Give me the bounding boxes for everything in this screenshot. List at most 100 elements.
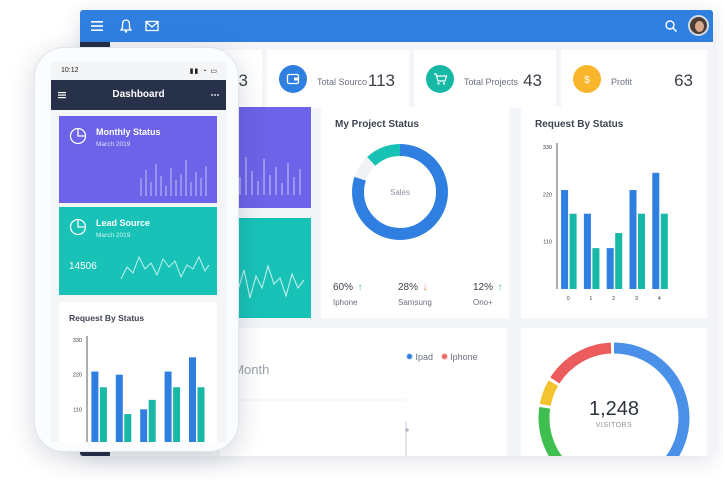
status-pct: 60% — [333, 282, 354, 293]
donut-slice — [538, 342, 690, 456]
phone-time: 10:12 — [61, 67, 79, 74]
status-name: Samsung — [398, 298, 432, 307]
stat-value: 63 — [674, 71, 693, 90]
legend-label: Iphone — [450, 352, 478, 362]
request-bar-chart: 110 220 330 0 1 2 3 4 — [543, 143, 668, 302]
menu-icon[interactable] — [89, 18, 105, 34]
card-title: Request By Status — [69, 313, 145, 323]
donut-slice — [538, 342, 690, 456]
bar — [606, 248, 614, 289]
x-tick-label: 0 — [567, 296, 570, 302]
signal-wifi-battery-icon: ▮▮ ◔ ▭ — [189, 68, 218, 75]
legend-dot-ipad — [406, 353, 413, 360]
dollar-icon: $ — [573, 65, 601, 93]
svg-text:$: $ — [584, 75, 590, 86]
project-donut — [352, 144, 449, 241]
menu-icon[interactable] — [57, 90, 67, 100]
y-tick-label: 110 — [73, 407, 82, 413]
lead-spark — [225, 262, 305, 299]
stat-value: 43 — [523, 71, 542, 90]
donut-slice — [538, 342, 690, 456]
status-name: Ono+ — [473, 298, 493, 307]
visitors-value: 1,248 — [588, 398, 640, 420]
phone-bar-chart: 110 220 330 — [73, 336, 205, 442]
search-icon[interactable] — [663, 18, 679, 34]
legend-dot-iphone — [440, 353, 448, 360]
bar — [188, 357, 196, 442]
bar — [115, 374, 123, 442]
bar — [164, 371, 172, 442]
monthly-spark — [140, 160, 207, 196]
mail-icon[interactable] — [144, 18, 160, 34]
visitors-donut — [538, 342, 690, 456]
bar — [652, 172, 660, 289]
y-tick-label: 110 — [543, 240, 552, 246]
arrow-up-icon: ↑ — [357, 282, 363, 293]
bar — [124, 414, 132, 442]
card-title: Monthly Status — [96, 127, 161, 137]
phone-title: Dashboard — [112, 89, 165, 100]
x-tick-label: 2 — [612, 296, 615, 302]
stat-label: Profit — [611, 77, 633, 87]
lead-spark — [120, 255, 210, 280]
phone-header: Dashboard — [51, 80, 226, 110]
month-chart-card: t Month Ipad Iphone — [220, 328, 507, 456]
bar — [91, 371, 99, 442]
avatar-face — [695, 21, 704, 32]
stat-card-profit: $ Profit 63 — [561, 50, 707, 108]
visitors-card: 1,248 VISITORS — [521, 328, 707, 456]
card-subtitle: March 2019 — [96, 141, 131, 148]
card-title: My Project Status — [335, 119, 419, 130]
stat-label: Total Sourco — [317, 77, 368, 87]
status-item: 28% ↓ Samsung — [398, 277, 432, 307]
donut-center-label: Sales — [389, 188, 410, 197]
bell-icon[interactable] — [118, 18, 134, 34]
bar — [148, 399, 156, 442]
status-item: 12% ↑ Ono+ — [473, 277, 502, 307]
stat-card-projects: Total Projects 43 — [414, 50, 556, 108]
stat-label: Total Projects — [464, 77, 519, 87]
arrow-down-icon: ↓ — [422, 282, 428, 293]
project-status-card: My Project Status Sales 60% ↑ Iphone 28%… — [321, 107, 509, 318]
pie-chart-icon — [69, 127, 87, 145]
phone-request-card: Request By Status 110 220 330 — [59, 302, 217, 442]
request-status-card: Request By Status 110 220 330 0 1 2 3 4 — [521, 107, 707, 318]
avatar[interactable] — [688, 15, 709, 36]
bar — [140, 409, 148, 442]
phone-screen: 10:12 ▮▮ ◔ ▭ Dashboard Monthly Status Ma… — [51, 62, 226, 442]
x-tick-label: 4 — [658, 296, 661, 302]
month-line — [224, 399, 409, 456]
donut-slice — [538, 342, 690, 456]
x-tick-label: 3 — [635, 296, 638, 302]
card-title: Lead Source — [96, 218, 151, 228]
visitors-label: VISITORS — [595, 422, 633, 429]
arrow-up-icon: ↑ — [497, 282, 503, 293]
legend-label: Ipad — [415, 352, 434, 362]
pie-chart-icon — [69, 218, 87, 236]
bar — [629, 190, 637, 289]
phone-mockup: 10:12 ▮▮ ◔ ▭ Dashboard Monthly Status Ma… — [34, 47, 239, 452]
y-tick-label: 330 — [543, 145, 552, 151]
x-tick-label: 1 — [589, 296, 592, 302]
wallet-icon — [279, 65, 307, 93]
bar — [638, 213, 646, 289]
card-title: Request By Status — [535, 119, 624, 130]
phone-status-bar: 10:12 ▮▮ ◔ ▭ — [51, 62, 226, 80]
bar — [99, 387, 107, 442]
y-tick-label: 220 — [543, 192, 552, 198]
y-tick-label: 220 — [73, 373, 82, 379]
more-icon[interactable] — [210, 90, 220, 100]
monthly-status-card[interactable]: Monthly Status March 2019 — [59, 116, 217, 203]
bar — [583, 213, 591, 289]
bar — [173, 387, 181, 442]
bar — [592, 248, 600, 289]
bar — [660, 213, 668, 289]
bar — [569, 213, 577, 289]
bar — [561, 190, 569, 289]
stat-card-source: Total Sourco 113 — [267, 50, 409, 108]
cart-icon — [426, 65, 454, 93]
status-pct: 12% — [473, 282, 494, 293]
donut-slice-teal — [352, 144, 449, 241]
top-bar — [80, 10, 713, 42]
lead-source-card[interactable]: Lead Source March 2019 14506 — [59, 207, 217, 295]
